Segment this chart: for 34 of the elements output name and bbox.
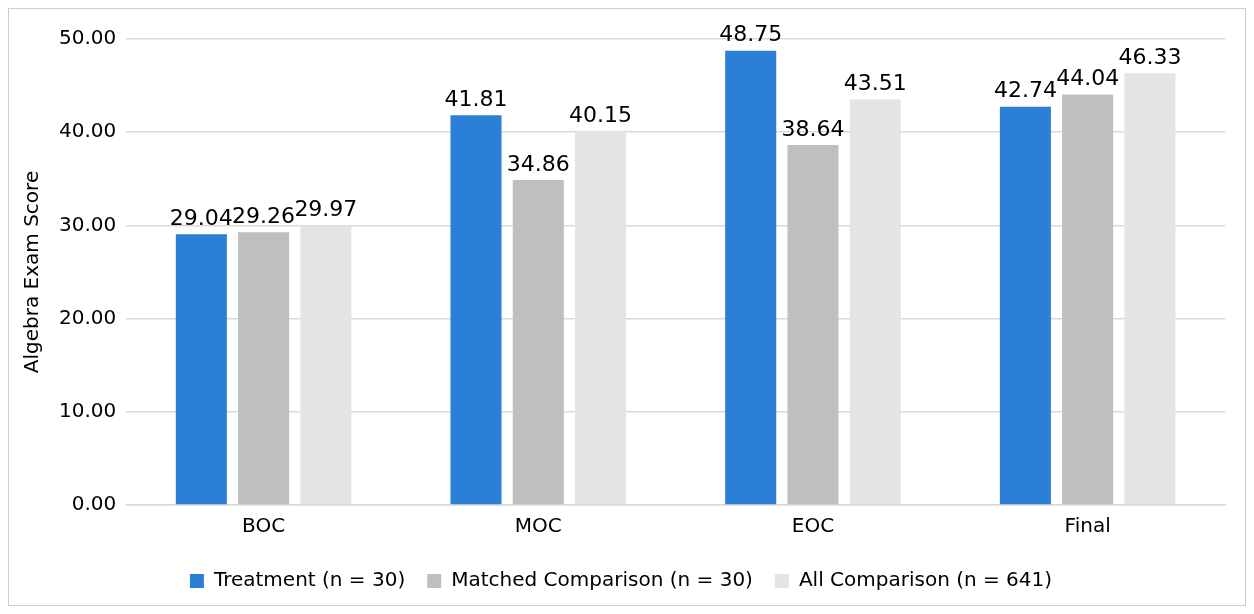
bar xyxy=(450,115,502,505)
y-axis-title: Algebra Exam Score xyxy=(19,170,44,374)
legend-label: Treatment (n = 30) xyxy=(212,567,406,592)
y-tick-label: 30.00 xyxy=(58,211,117,236)
x-tick-label: BOC xyxy=(242,513,286,538)
bar xyxy=(725,50,777,505)
legend-label: Matched Comparison (n = 30) xyxy=(451,567,753,592)
data-label: 29.04 xyxy=(169,205,233,231)
data-label: 40.15 xyxy=(569,101,633,127)
bar xyxy=(175,234,227,505)
data-label: 42.74 xyxy=(993,77,1057,103)
x-tick-label: Final xyxy=(1064,513,1111,538)
bar xyxy=(512,180,564,505)
x-tick-label: EOC xyxy=(791,513,835,538)
x-tick-label: MOC xyxy=(514,513,562,538)
y-tick-label: 50.00 xyxy=(58,25,117,50)
data-label: 29.97 xyxy=(294,196,358,222)
bar xyxy=(999,106,1051,505)
data-label: 44.04 xyxy=(1056,65,1120,91)
y-tick-label: 20.00 xyxy=(58,304,117,329)
bar xyxy=(1062,94,1114,505)
data-label: 48.75 xyxy=(719,21,783,47)
data-label: 46.33 xyxy=(1118,43,1182,69)
y-tick-label: 0.00 xyxy=(71,491,117,516)
data-label: 29.26 xyxy=(232,203,296,229)
data-label: 34.86 xyxy=(506,150,570,176)
legend-label: All Comparison (n = 641) xyxy=(798,567,1053,592)
bar xyxy=(787,144,839,505)
data-label: 41.81 xyxy=(444,86,508,112)
y-tick-label: 40.00 xyxy=(58,118,117,143)
bar xyxy=(238,232,290,505)
data-label: 43.51 xyxy=(843,70,907,96)
y-tick-label: 10.00 xyxy=(58,398,117,422)
data-label: 38.64 xyxy=(781,115,845,141)
